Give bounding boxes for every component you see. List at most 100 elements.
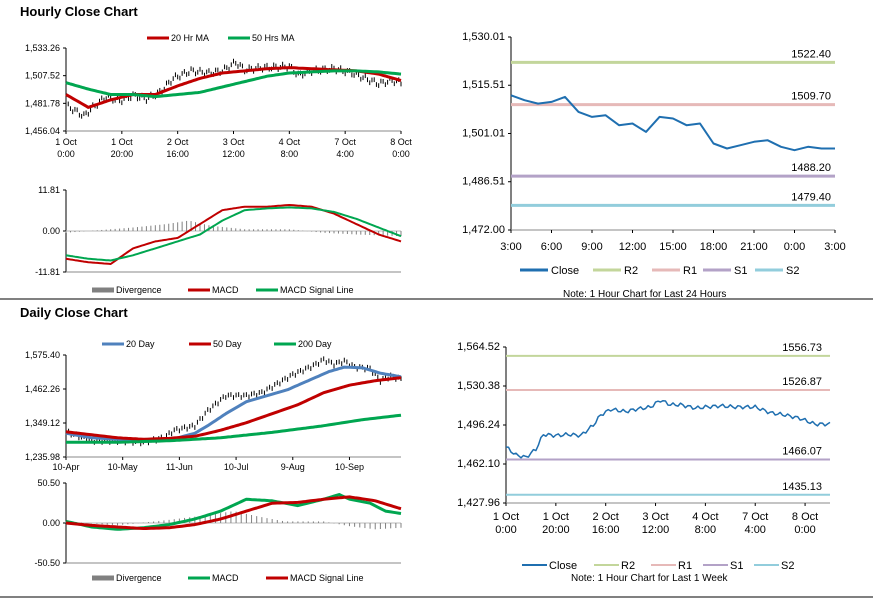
hourly-price-xtick-label: 0:00	[57, 149, 75, 159]
hourly-price-xtick-label: 7 Oct	[334, 137, 356, 147]
daily-level-r1-label: 1526.87	[782, 376, 822, 388]
daily-close-xtick-label: 3 Oct	[642, 511, 668, 523]
daily-price-xtick-label: 9-Aug	[281, 462, 305, 472]
daily-price-xtick-label: 10-Sep	[335, 462, 364, 472]
hourly-price-xtick-label: 0:00	[392, 149, 410, 159]
hourly-close-ytick-label: 1,472.00	[462, 224, 505, 236]
daily-price-xtick-label: 10-Jul	[224, 462, 249, 472]
daily-close-xtick-label: 4 Oct	[692, 511, 718, 523]
daily-level-s2-label: 1435.13	[782, 481, 822, 493]
daily-macd-ytick-label: 0.00	[42, 518, 60, 528]
daily-close-ytick-label: 1,564.52	[457, 341, 500, 353]
hourly-close-xtick-label: 15:00	[659, 241, 687, 253]
daily-chart-note: Note: 1 Hour Chart for Last 1 Week	[571, 573, 728, 584]
daily-close-legend-label: R2	[621, 560, 635, 572]
hourly-macd-line-2	[65, 206, 402, 262]
hourly-close-legend-label: S1	[734, 265, 747, 277]
daily-close-ytick-label: 1,530.38	[457, 380, 500, 392]
daily-price-xtick-label: 10-Apr	[52, 462, 79, 472]
daily-ma-line-3	[66, 413, 402, 444]
daily-level-s1-label: 1466.07	[782, 445, 822, 457]
hourly-close-ytick-label: 1,486.51	[462, 176, 505, 188]
hourly-level-r1-label: 1509.70	[791, 91, 831, 103]
daily-price-ytick-label: 1,575.40	[25, 350, 60, 360]
hourly-close-ytick-label: 1,515.51	[462, 79, 505, 91]
hourly-price-ytick-label: 1,507.52	[25, 71, 60, 81]
hourly-price-xtick-label: 4 Oct	[279, 137, 301, 147]
hourly-section-title: Hourly Close Chart	[20, 4, 138, 19]
hourly-close-legend-label: R1	[683, 265, 697, 277]
daily-legend-label: 50 Day	[213, 339, 242, 349]
daily-macd-ytick-label: 50.50	[37, 478, 60, 488]
daily-close-xtick-label: 0:00	[495, 524, 516, 536]
daily-close-ytick-label: 1,496.24	[457, 419, 500, 431]
daily-close-xtick-label: 8:00	[695, 524, 716, 536]
hourly-legend-label: 20 Hr MA	[171, 33, 209, 43]
hourly-price-xtick-label: 3 Oct	[223, 137, 245, 147]
daily-macd-legend-label: Divergence	[116, 573, 162, 583]
hourly-level-s2-label: 1479.40	[791, 191, 831, 203]
hourly-price-xtick-label: 16:00	[166, 149, 189, 159]
hourly-legend-label: 50 Hrs MA	[252, 33, 295, 43]
hourly-close-xtick-label: 21:00	[740, 241, 768, 253]
daily-macd-legend-label: MACD	[212, 573, 239, 583]
hourly-close-xtick-label: 9:00	[581, 241, 602, 253]
hourly-price-ytick-label: 1,481.78	[25, 98, 60, 108]
daily-close-xtick-label: 4:00	[745, 524, 766, 536]
daily-close-legend-label: R1	[678, 560, 692, 572]
hourly-close-xtick-label: 3:00	[500, 241, 521, 253]
daily-close-legend-label: Close	[549, 560, 577, 572]
hourly-ma-line-1	[65, 66, 402, 109]
hourly-close-xtick-label: 12:00	[619, 241, 647, 253]
daily-macd-line-2	[65, 495, 402, 530]
hourly-close-legend-label: S2	[786, 265, 799, 277]
hourly-close-legend-label: R2	[624, 265, 638, 277]
daily-price-xtick-label: 11-Jun	[166, 462, 193, 472]
hourly-close-ytick-label: 1,530.01	[462, 31, 505, 43]
hourly-price-xtick-label: 1 Oct	[55, 137, 77, 147]
hourly-price-xtick-label: 20:00	[111, 149, 134, 159]
daily-close-xtick-label: 0:00	[794, 524, 815, 536]
daily-legend-label: 20 Day	[126, 339, 155, 349]
daily-close-xtick-label: 7 Oct	[742, 511, 768, 523]
hourly-price-xtick-label: 4:00	[336, 149, 354, 159]
daily-macd-ytick-label: -50.50	[34, 558, 60, 568]
hourly-price-xtick-label: 8 Oct	[390, 137, 412, 147]
daily-price-ytick-label: 1,349.12	[25, 418, 60, 428]
hourly-price-xtick-label: 1 Oct	[111, 137, 133, 147]
daily-section-title: Daily Close Chart	[20, 305, 128, 320]
daily-macd-line-1	[65, 493, 402, 531]
daily-ma-line-1	[65, 365, 402, 443]
hourly-macd-ytick-label: -11.81	[35, 267, 60, 277]
hourly-ma-line-2	[65, 69, 402, 99]
daily-close-xtick-label: 1 Oct	[493, 511, 519, 523]
daily-close-ytick-label: 1,427.96	[457, 497, 500, 509]
daily-price-xtick-label: 10-May	[108, 462, 139, 472]
hourly-macd-legend-label: MACD	[212, 285, 239, 295]
daily-close-xtick-label: 2 Oct	[593, 511, 619, 523]
hourly-price-ytick-label: 1,456.04	[25, 126, 60, 136]
hourly-macd-legend-label: Divergence	[116, 285, 162, 295]
daily-close-legend-label: S1	[730, 560, 743, 572]
daily-macd-legend-label: MACD Signal Line	[290, 573, 364, 583]
hourly-macd-ytick-label: 0.00	[42, 226, 60, 236]
daily-close-xtick-label: 20:00	[542, 524, 570, 536]
daily-price-ytick-label: 1,462.26	[25, 384, 60, 394]
daily-ma-line-2	[65, 376, 402, 441]
hourly-close-xtick-label: 18:00	[700, 241, 728, 253]
daily-level-r2-label: 1556.73	[782, 342, 822, 354]
daily-close-ytick-label: 1,462.10	[457, 458, 500, 470]
daily-close-xtick-label: 1 Oct	[543, 511, 569, 523]
daily-close-legend-label: S2	[781, 560, 794, 572]
daily-close-line	[505, 399, 831, 459]
hourly-level-s1-label: 1488.20	[791, 162, 831, 174]
hourly-chart-note: Note: 1 Hour Chart for Last 24 Hours	[563, 289, 727, 300]
hourly-close-xtick-label: 0:00	[784, 241, 805, 253]
hourly-close-legend-label: Close	[551, 265, 579, 277]
hourly-close-xtick-label: 6:00	[541, 241, 562, 253]
hourly-close-line	[510, 94, 835, 152]
hourly-price-xtick-label: 2 Oct	[167, 137, 189, 147]
hourly-price-ytick-label: 1,533.26	[25, 43, 60, 53]
daily-legend-label: 200 Day	[298, 339, 332, 349]
daily-close-xtick-label: 16:00	[592, 524, 620, 536]
